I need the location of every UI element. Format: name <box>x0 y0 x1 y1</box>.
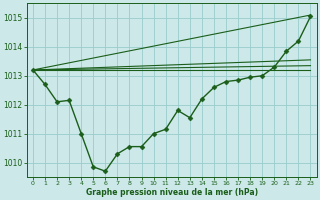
X-axis label: Graphe pression niveau de la mer (hPa): Graphe pression niveau de la mer (hPa) <box>86 188 258 197</box>
